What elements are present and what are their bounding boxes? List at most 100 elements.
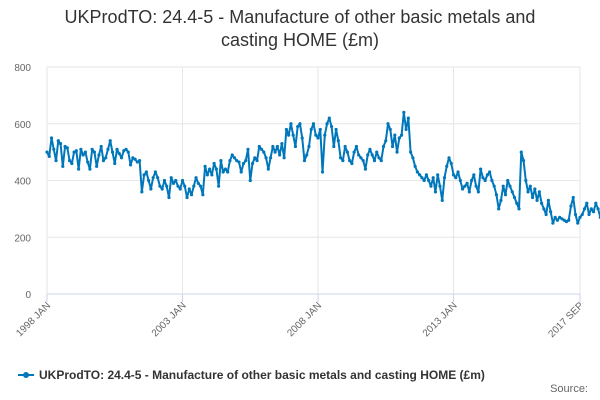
data-point[interactable] [158, 184, 162, 188]
data-point[interactable] [469, 178, 474, 183]
data-point[interactable] [268, 156, 273, 160]
data-point[interactable] [582, 207, 587, 211]
data-point[interactable] [298, 122, 302, 126]
data-point[interactable] [171, 181, 176, 185]
data-point[interactable] [208, 167, 212, 171]
data-point[interactable] [454, 176, 458, 180]
data-point[interactable] [359, 156, 363, 160]
data-point[interactable] [384, 139, 388, 143]
data-point[interactable] [512, 195, 517, 200]
data-point[interactable] [343, 144, 347, 149]
data-point[interactable] [348, 159, 352, 163]
data-point[interactable] [325, 122, 329, 126]
data-point[interactable] [336, 139, 340, 143]
data-point[interactable] [366, 153, 370, 157]
data-point[interactable] [334, 127, 338, 132]
data-point[interactable] [526, 190, 530, 194]
data-point[interactable] [239, 170, 243, 174]
data-point[interactable] [594, 201, 598, 205]
data-point[interactable] [244, 159, 248, 163]
data-point[interactable] [357, 153, 361, 157]
data-point[interactable] [573, 212, 578, 217]
data-point[interactable] [476, 190, 480, 194]
data-point[interactable] [420, 176, 424, 180]
series-line[interactable] [46, 111, 600, 225]
data-point[interactable] [54, 159, 58, 163]
data-point[interactable] [275, 144, 279, 149]
data-point[interactable] [83, 150, 87, 154]
data-point[interactable] [309, 127, 313, 132]
data-point[interactable] [47, 154, 51, 158]
data-point[interactable] [318, 127, 322, 132]
data-point[interactable] [300, 136, 304, 140]
data-point[interactable] [178, 187, 182, 191]
data-point[interactable] [284, 127, 288, 132]
data-point[interactable] [183, 184, 187, 188]
data-point[interactable] [386, 122, 390, 126]
data-point[interactable] [521, 159, 526, 163]
data-point[interactable] [544, 212, 548, 217]
data-point[interactable] [494, 193, 499, 197]
data-point[interactable] [485, 173, 490, 177]
data-point[interactable] [497, 207, 501, 211]
data-point[interactable] [137, 159, 142, 163]
data-point[interactable] [86, 160, 90, 164]
data-point[interactable] [273, 150, 277, 154]
data-point[interactable] [153, 170, 158, 174]
data-point[interactable] [180, 178, 185, 183]
data-point[interactable] [221, 170, 225, 174]
data-point[interactable] [418, 173, 422, 177]
data-point[interactable] [576, 221, 580, 225]
data-point[interactable] [555, 218, 560, 222]
data-point[interactable] [219, 159, 223, 163]
data-point[interactable] [79, 147, 83, 151]
data-point[interactable] [451, 173, 456, 177]
data-point[interactable] [377, 156, 381, 160]
data-point[interactable] [156, 176, 160, 180]
data-point[interactable] [237, 160, 241, 164]
data-point[interactable] [375, 150, 379, 154]
data-point[interactable] [381, 144, 386, 149]
data-point[interactable] [413, 164, 417, 168]
data-point[interactable] [92, 150, 97, 154]
data-point[interactable] [65, 146, 69, 150]
data-point[interactable] [128, 163, 133, 167]
data-point[interactable] [506, 178, 510, 183]
data-point[interactable] [214, 167, 218, 171]
data-point[interactable] [591, 210, 596, 214]
data-point[interactable] [106, 147, 110, 151]
data-point[interactable] [52, 147, 56, 151]
data-point[interactable] [404, 127, 408, 132]
data-point[interactable] [248, 178, 252, 183]
data-point[interactable] [433, 190, 438, 194]
data-point[interactable] [537, 190, 541, 194]
data-point[interactable] [108, 139, 112, 143]
data-point[interactable] [307, 144, 311, 149]
data-point[interactable] [144, 170, 148, 174]
data-point[interactable] [119, 156, 124, 160]
data-point[interactable] [187, 187, 191, 191]
data-point[interactable] [262, 150, 266, 154]
data-point[interactable] [147, 178, 151, 183]
data-point[interactable] [438, 184, 442, 188]
data-point[interactable] [436, 173, 440, 177]
data-point[interactable] [490, 178, 494, 183]
data-point[interactable] [503, 193, 508, 197]
data-point[interactable] [546, 198, 550, 202]
data-point[interactable] [363, 167, 368, 171]
data-point[interactable] [95, 164, 99, 168]
data-point[interactable] [379, 159, 383, 163]
data-point[interactable] [176, 184, 180, 188]
data-point[interactable] [151, 176, 155, 180]
data-point[interactable] [524, 178, 528, 183]
data-point[interactable] [528, 184, 532, 188]
data-point[interactable] [585, 201, 589, 205]
data-point[interactable] [291, 133, 295, 137]
data-point[interactable] [167, 195, 171, 200]
data-point[interactable] [162, 178, 167, 183]
data-point[interactable] [56, 139, 60, 143]
data-point[interactable] [390, 144, 395, 149]
data-point[interactable] [174, 178, 178, 183]
data-point[interactable] [587, 212, 591, 217]
data-point[interactable] [510, 190, 514, 194]
